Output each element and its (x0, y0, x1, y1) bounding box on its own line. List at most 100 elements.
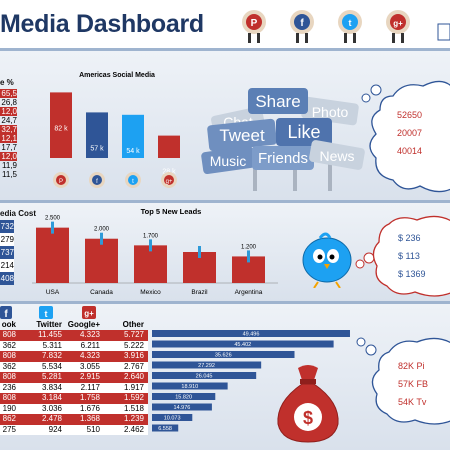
table-cell: 275 (2, 424, 16, 434)
hbar (152, 361, 262, 369)
category-icon: g+ (161, 172, 177, 188)
chart-title: Top 5 New Leads (141, 207, 202, 216)
header-icons-svg: P f t g+ (242, 10, 450, 43)
table-cell: 1.368 (79, 414, 100, 423)
error-bar (100, 232, 103, 245)
table-cell: 1.239 (123, 414, 144, 423)
table-cell: 7.832 (41, 351, 62, 360)
bird-mascot-icon (302, 232, 352, 289)
section1-left-value: 17,7 (1, 143, 17, 152)
chart-bar (134, 245, 167, 283)
bar-data-label: 2.500 (45, 216, 61, 222)
table-row: 275 924 510 2.462 (0, 424, 148, 435)
table-cell: 2.640 (123, 372, 144, 381)
top-leads-chart-svg: Top 5 New Leads 2.500 USA 2.000 Canada 1.700 M… (32, 207, 278, 296)
hbar (152, 382, 228, 390)
twitter-sheep-icon: t (338, 10, 362, 43)
chart-bar (86, 112, 108, 158)
table-cell: 2.462 (123, 424, 144, 434)
hbar-data-label: 35.626 (215, 353, 232, 359)
error-bar (198, 246, 201, 258)
bar-data-label: 57 k (90, 145, 104, 152)
section1-divider (0, 200, 450, 203)
column-header: ook (1, 320, 16, 329)
hbar-data-label: 26.045 (196, 374, 213, 380)
table-cell: 2.915 (79, 372, 100, 381)
bar-data-label: 1.700 (143, 233, 159, 239)
table-cell: 5.281 (41, 372, 62, 381)
section1-left-value: 12,0 (0, 107, 17, 116)
hbar (152, 403, 212, 411)
hbar (152, 393, 216, 400)
section2-left-value: 408 (0, 272, 14, 285)
table-cell: 808 (2, 351, 16, 360)
section1-left-header: e % (0, 78, 14, 87)
page-title: Media Dashboard (0, 10, 204, 38)
cloud-3 (355, 332, 450, 432)
table-row: 236 3.834 2.117 1.917 (0, 382, 148, 393)
chart-bar (158, 135, 180, 158)
chart-bar (122, 114, 144, 158)
table-cell: 808 (2, 393, 16, 402)
svg-text:t: t (349, 18, 352, 28)
table-cell: 6.211 (80, 340, 100, 350)
bird-mascot (298, 228, 356, 293)
table-row: 808 7.832 4.323 3.916 (0, 351, 148, 362)
svg-text:Friends: Friends (258, 150, 308, 167)
chart-bar (50, 92, 72, 158)
facebook-icon: f (0, 306, 12, 320)
category-icon: P (53, 172, 69, 188)
hbar (152, 424, 179, 432)
table-cell: 11.455 (38, 330, 62, 339)
table-cell: 5.311 (42, 340, 62, 350)
table-cell: 362 (2, 340, 16, 350)
hbar-data-label: 45.402 (234, 342, 251, 348)
hbar (152, 330, 350, 337)
section2-left-values: 732 279 737 214 408 (0, 220, 14, 285)
bar-data-label: 54 k (126, 148, 140, 155)
category-icon: f (89, 172, 105, 188)
money-bag-graphic: $ (268, 362, 348, 449)
category-label: Canada (90, 289, 113, 296)
table-cell: 2.767 (123, 361, 144, 371)
table-cell: 3.055 (79, 361, 100, 371)
table-cell: 3.916 (123, 351, 144, 360)
google-plus-sheep-icon: g+ (386, 10, 410, 43)
table-row: 808 3.184 1.758 1.592 (0, 393, 148, 404)
chart-bar (85, 238, 118, 283)
category-icon: t (125, 172, 141, 188)
category-label: Brazil (191, 289, 208, 296)
cloud-1 (358, 76, 450, 201)
column-header: Google+ (67, 320, 100, 329)
cloud-3-shape (356, 337, 450, 425)
svg-text:f: f (96, 179, 98, 185)
google-plus-icon: g+ (82, 306, 96, 319)
table-cell: 3.036 (41, 403, 62, 413)
svg-text:Share: Share (255, 92, 300, 111)
table-cell: 4.323 (79, 351, 100, 360)
table-cell: 2.117 (80, 382, 100, 392)
money-bag-icon: $ (277, 365, 339, 443)
sign-share: Share (248, 88, 308, 114)
table-row: 362 5.311 6.211 5.222 (0, 340, 148, 351)
chart-title: Americas Social Media (79, 72, 155, 79)
cloud3-value-3: 54K Tv (398, 397, 427, 407)
table-row: 362 5.534 3.055 2.767 (0, 361, 148, 372)
cloud-2-shape (355, 215, 450, 297)
cloud1-value-3: 40014 (397, 146, 423, 156)
table-cell: 236 (2, 382, 16, 392)
cloud-1-shape (361, 80, 450, 193)
section2-left-value: 737 (0, 246, 14, 259)
table-cell: 5.222 (123, 340, 144, 350)
svg-text:Like: Like (287, 122, 320, 142)
hbar (152, 351, 295, 358)
sign-music: Music (201, 146, 255, 174)
svg-text:f: f (4, 309, 8, 320)
table-header: ook Twitter Google+ Other (0, 320, 148, 330)
section2-left-value: 214 (0, 259, 14, 272)
error-bar (247, 250, 250, 263)
table-cell: 510 (86, 424, 100, 434)
column-header: Other (122, 320, 144, 329)
